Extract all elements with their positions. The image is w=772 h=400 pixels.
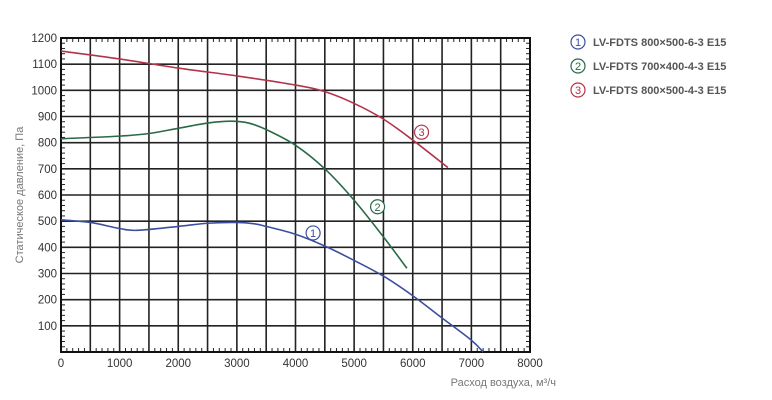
series-marker-number: 3 [418,127,424,139]
series-group: 1 2 3 [60,50,484,353]
y-tick-label: 1000 [31,85,57,97]
y-tick-label: 100 [38,321,57,333]
x-tick-label: 7000 [459,358,485,370]
legend-marker-number: 2 [575,61,581,73]
x-tick-label: 0 [58,358,64,370]
y-tick-label: 700 [38,164,57,176]
legend-entry-label: LV-FDTS 800×500-6-3 E15 [593,37,726,49]
plot-border [60,37,531,353]
legend-entry-label: LV-FDTS 800×500-4-3 E15 [593,85,726,97]
series-marker-number: 2 [375,202,381,214]
y-tick-label: 900 [38,112,57,124]
x-tick-label: 4000 [283,358,309,370]
y-axis-label: Статическое давление, Па [14,126,26,264]
grid [60,37,531,353]
legend-marker-circle [570,58,586,74]
y-tick-label: 200 [38,295,57,307]
y-tick-label: 400 [38,242,57,254]
x-tick-label: 3000 [224,358,250,370]
x-tick-label: 1000 [107,358,133,370]
y-tick-label: 1100 [32,59,57,71]
x-axis-label: Расход воздуха, м³/ч [451,377,556,389]
tick-labels: 0 1000 2000 3000 4000 5000 6000 7000 8000 100 200 3… [31,33,542,370]
legend-marker-circle [570,34,586,50]
series-marker-number: 1 [310,228,316,240]
legend: 1 LV-FDTS 800×500-6-3 E15 2 LV-FDTS 700×400… [570,34,726,98]
legend-marker-number: 1 [575,37,581,49]
x-tick-label: 6000 [400,358,426,370]
series-marker-circle [413,124,430,140]
series-line-3 [60,50,449,169]
series-line-2 [60,120,408,269]
legend-entry-label: LV-FDTS 700×400-4-3 E15 [593,61,726,73]
series-line-1 [60,219,484,353]
y-tick-label: 300 [38,269,57,281]
x-tick-label: 2000 [165,358,191,370]
x-tick-label: 8000 [517,358,543,370]
y-tick-label: 800 [38,138,57,150]
legend-marker-circle [570,82,586,98]
series-marker-circle [369,199,386,215]
y-tick-label: 600 [38,190,57,202]
series-marker-circle [305,225,321,241]
legend-marker-number: 3 [575,85,581,97]
y-tick-label: 500 [38,216,57,228]
y-tick-label: 1200 [31,33,57,45]
x-tick-label: 5000 [341,358,367,370]
